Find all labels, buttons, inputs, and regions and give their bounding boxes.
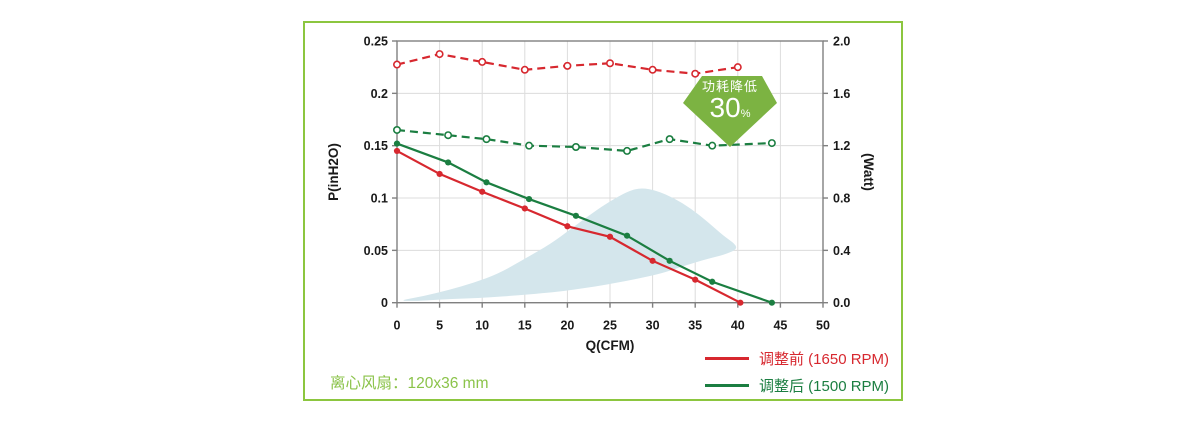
legend-label-before: 调整前 (1650 RPM) bbox=[759, 351, 890, 368]
svg-text:0.15: 0.15 bbox=[364, 139, 388, 153]
svg-text:25: 25 bbox=[603, 319, 617, 333]
badge-text: 功耗降低 30% bbox=[683, 76, 777, 128]
svg-text:0.8: 0.8 bbox=[833, 192, 850, 206]
legend-label-after: 调整后 (1500 RPM) bbox=[759, 378, 890, 395]
fan-size-caption: 离心风扇：120x36 mm bbox=[330, 375, 489, 392]
recommended-operating-region bbox=[403, 188, 737, 301]
series-1 bbox=[393, 140, 775, 306]
svg-text:0: 0 bbox=[394, 319, 401, 333]
svg-text:15: 15 bbox=[518, 319, 532, 333]
legend-item-after: 调整后 (1500 RPM) bbox=[705, 372, 889, 399]
svg-text:35: 35 bbox=[688, 319, 702, 333]
svg-text:40: 40 bbox=[731, 319, 745, 333]
svg-text:2.0: 2.0 bbox=[833, 35, 850, 49]
series-2 bbox=[392, 50, 742, 78]
legend: 调整前 (1650 RPM) 调整后 (1500 RPM) bbox=[705, 345, 889, 399]
badge-caption: 功耗降低 bbox=[701, 79, 758, 94]
y-right-axis-title: (Watt) bbox=[861, 153, 876, 191]
svg-text:0.4: 0.4 bbox=[833, 244, 850, 258]
legend-line-red bbox=[705, 357, 749, 360]
svg-text:0.1: 0.1 bbox=[371, 192, 388, 206]
svg-text:0.25: 0.25 bbox=[364, 35, 388, 49]
svg-text:45: 45 bbox=[773, 319, 787, 333]
svg-text:30: 30 bbox=[646, 319, 660, 333]
badge-value: 30% bbox=[709, 92, 751, 123]
down-arrow-icon bbox=[683, 76, 777, 147]
svg-text:5: 5 bbox=[436, 319, 443, 333]
legend-item-before: 调整前 (1650 RPM) bbox=[705, 345, 889, 372]
power-reduction-badge: 功耗降低 30% bbox=[683, 76, 777, 147]
series-3 bbox=[392, 125, 776, 155]
tick-labels: 0 5 10 15 20 25 30 35 40 45 50 0 0.05 0.1 0.15 0.2 0.25 0… bbox=[364, 35, 851, 333]
series-0 bbox=[393, 147, 744, 306]
svg-text:1.6: 1.6 bbox=[833, 87, 850, 101]
legend-line-green bbox=[705, 384, 749, 387]
svg-text:0.2: 0.2 bbox=[371, 87, 388, 101]
svg-text:1.2: 1.2 bbox=[833, 139, 850, 153]
svg-text:50: 50 bbox=[816, 319, 830, 333]
svg-text:10: 10 bbox=[475, 319, 489, 333]
badge-percent-sign: % bbox=[740, 108, 751, 120]
svg-text:0.0: 0.0 bbox=[833, 296, 850, 310]
axis-ticks bbox=[392, 40, 828, 308]
svg-text:20: 20 bbox=[560, 319, 574, 333]
x-axis-title: Q(CFM) bbox=[586, 338, 635, 353]
y-left-axis-title: P(inH2O) bbox=[326, 143, 341, 201]
svg-text:0: 0 bbox=[381, 296, 388, 310]
svg-text:0.05: 0.05 bbox=[364, 244, 388, 258]
